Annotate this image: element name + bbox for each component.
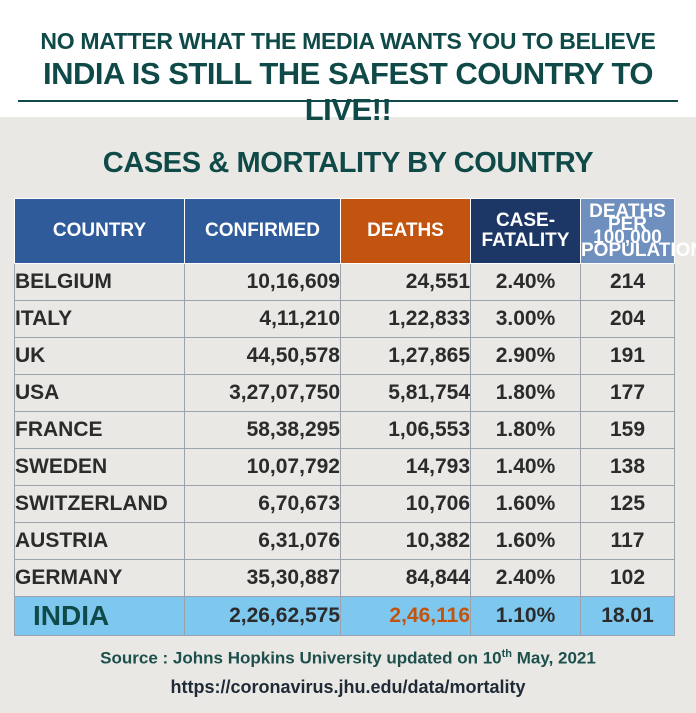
cell-case-fatality: 3.00% (470, 300, 581, 338)
cell-confirmed: 4,11,210 (184, 300, 341, 338)
cell-case-fatality: 2.40% (470, 263, 581, 301)
cell-confirmed: 3,27,07,750 (184, 374, 341, 412)
cell-deaths: 1,22,833 (340, 300, 471, 338)
header-confirmed: CONFIRMED (184, 198, 341, 264)
table-row: ITALY 4,11,210 1,22,833 3.00% 204 (14, 300, 675, 338)
source-note: Source : Johns Hopkins University update… (0, 648, 696, 669)
cell-deaths: 10,706 (340, 485, 471, 523)
cell-country: BELGIUM (14, 263, 185, 301)
table-row: SWEDEN 10,07,792 14,793 1.40% 138 (14, 448, 675, 486)
cell-deaths-per-100k: 191 (580, 337, 675, 375)
table-row: UK 44,50,578 1,27,865 2.90% 191 (14, 337, 675, 375)
cell-country: UK (14, 337, 185, 375)
cell-confirmed: 10,07,792 (184, 448, 341, 486)
header-dpp-line3: POPULATION (581, 240, 696, 261)
header-cfr-line2: FATALITY (481, 230, 570, 251)
cell-country: ITALY (14, 300, 185, 338)
source-suffix: May, 2021 (512, 648, 596, 668)
cell-deaths-per-100k: 138 (580, 448, 675, 486)
cell-country: INDIA (14, 596, 185, 636)
table-row: AUSTRIA 6,31,076 10,382 1.60% 117 (14, 522, 675, 560)
cell-confirmed: 58,38,295 (184, 411, 341, 449)
table-row: FRANCE 58,38,295 1,06,553 1.80% 159 (14, 411, 675, 449)
cell-deaths: 1,27,865 (340, 337, 471, 375)
table-row: BELGIUM 10,16,609 24,551 2.40% 214 (14, 263, 675, 301)
cell-case-fatality: 1.60% (470, 522, 581, 560)
cell-deaths-per-100k: 125 (580, 485, 675, 523)
source-ordinal: th (501, 648, 513, 660)
header-dpp-line2: 100,000 (593, 227, 662, 248)
cell-confirmed: 2,26,62,575 (184, 596, 341, 636)
cell-case-fatality: 1.80% (470, 411, 581, 449)
headline-line-2: INDIA IS STILL THE SAFEST COUNTRY TO LIV… (42, 56, 654, 127)
table-row: SWITZERLAND 6,70,673 10,706 1.60% 125 (14, 485, 675, 523)
cell-country: FRANCE (14, 411, 185, 449)
cell-case-fatality: 1.10% (470, 596, 581, 636)
cell-deaths: 2,46,116 (340, 596, 471, 636)
mortality-table: COUNTRY CONFIRMED DEATHS CASE- FATALITY … (14, 198, 696, 636)
cell-case-fatality: 1.40% (470, 448, 581, 486)
header-country: COUNTRY (14, 198, 185, 264)
cell-country: SWITZERLAND (14, 485, 185, 523)
headline-band (0, 0, 696, 117)
header-deaths-per-100k: DEATHS PER 100,000 POPULATION (580, 198, 696, 264)
cell-case-fatality: 2.40% (470, 559, 581, 597)
cell-deaths-per-100k: 204 (580, 300, 675, 338)
cell-confirmed: 44,50,578 (184, 337, 341, 375)
headline-divider (18, 100, 678, 102)
cell-deaths: 10,382 (340, 522, 471, 560)
source-prefix: Source : Johns Hopkins University update… (100, 648, 502, 668)
cell-case-fatality: 1.80% (470, 374, 581, 412)
cell-deaths-per-100k: 159 (580, 411, 675, 449)
headline-line-1: NO MATTER WHAT THE MEDIA WANTS YOU TO BE… (40, 28, 656, 54)
cell-country: SWEDEN (14, 448, 185, 486)
cell-country: USA (14, 374, 185, 412)
cell-confirmed: 10,16,609 (184, 263, 341, 301)
cell-country: GERMANY (14, 559, 185, 597)
cell-deaths: 84,844 (340, 559, 471, 597)
cell-deaths-per-100k: 214 (580, 263, 675, 301)
table-title: CASES & MORTALITY BY COUNTRY (102, 147, 594, 179)
table-row: GERMANY 35,30,887 84,844 2.40% 102 (14, 559, 675, 597)
cell-deaths-per-100k: 18.01 (580, 596, 675, 636)
cell-case-fatality: 1.60% (470, 485, 581, 523)
cell-deaths: 14,793 (340, 448, 471, 486)
cell-deaths: 1,06,553 (340, 411, 471, 449)
table-row: INDIA 2,26,62,575 2,46,116 1.10% 18.01 (14, 596, 675, 636)
header-case-fatality: CASE- FATALITY (470, 198, 581, 264)
cell-case-fatality: 2.90% (470, 337, 581, 375)
header-cfr-line1: CASE- (495, 210, 556, 231)
source-url: https://coronavirus.jhu.edu/data/mortali… (170, 677, 526, 697)
table-header-row: COUNTRY CONFIRMED DEATHS CASE- FATALITY … (14, 198, 696, 264)
cell-country: AUSTRIA (14, 522, 185, 560)
cell-deaths-per-100k: 177 (580, 374, 675, 412)
header-dpp-line1: DEATHS PER (589, 201, 666, 235)
cell-deaths-per-100k: 117 (580, 522, 675, 560)
table-body: BELGIUM 10,16,609 24,551 2.40% 214 ITALY 4,11,… (14, 263, 675, 636)
cell-confirmed: 35,30,887 (184, 559, 341, 597)
cell-deaths: 5,81,754 (340, 374, 471, 412)
cell-confirmed: 6,70,673 (184, 485, 341, 523)
cell-deaths: 24,551 (340, 263, 471, 301)
header-deaths: DEATHS (340, 198, 471, 264)
cell-confirmed: 6,31,076 (184, 522, 341, 560)
table-row: USA 3,27,07,750 5,81,754 1.80% 177 (14, 374, 675, 412)
cell-deaths-per-100k: 102 (580, 559, 675, 597)
